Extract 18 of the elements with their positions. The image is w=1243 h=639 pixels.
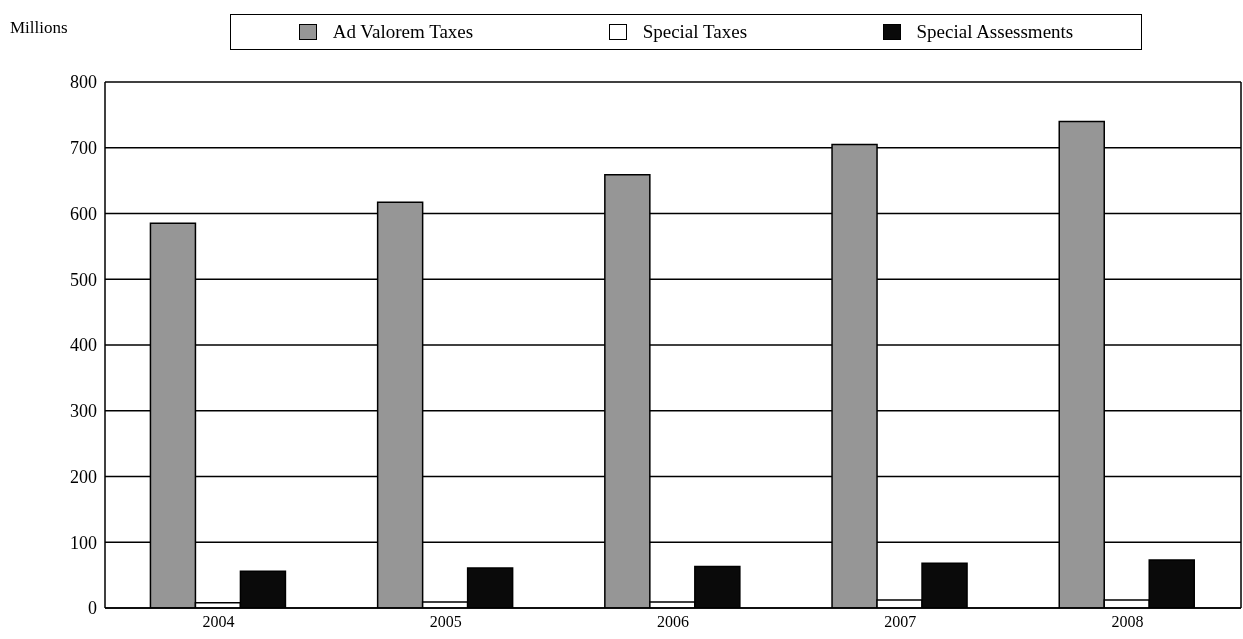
legend-label: Ad Valorem Taxes xyxy=(331,21,474,43)
y-tick-label: 800 xyxy=(70,72,97,93)
y-tick-label: 400 xyxy=(70,335,97,356)
y-tick-label: 500 xyxy=(70,269,97,290)
x-tick-label: 2006 xyxy=(657,613,689,631)
y-tick-label: 100 xyxy=(70,532,97,553)
x-tick-label: 2007 xyxy=(884,613,917,631)
y-axis-title: Millions xyxy=(10,18,68,38)
x-tick-label: 2005 xyxy=(429,613,462,631)
y-tick-label: 300 xyxy=(70,401,97,422)
y-tick-label: 200 xyxy=(70,466,97,487)
y-tick-label: 0 xyxy=(88,598,97,619)
legend-label: Special Assessments xyxy=(915,21,1074,43)
x-tick-label: 2008 xyxy=(1111,613,1144,631)
y-tick-label: 700 xyxy=(70,138,97,159)
y-tick-label: 600 xyxy=(70,203,97,224)
legend-label: Special Taxes xyxy=(641,21,748,43)
x-tick-label: 2004 xyxy=(202,613,235,631)
